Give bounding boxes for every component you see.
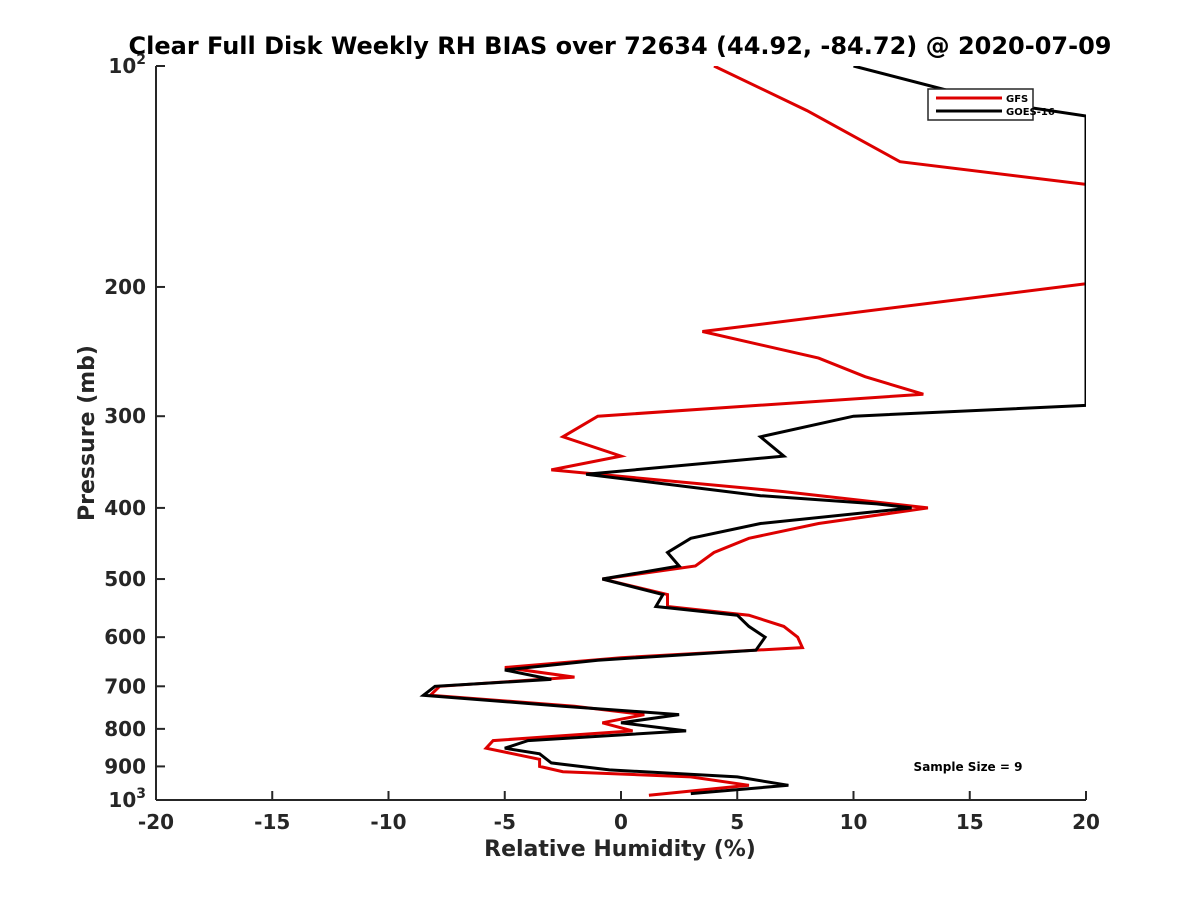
legend-label-gfs: GFS bbox=[1006, 94, 1028, 105]
y-axis-label: Pressure (mb) bbox=[75, 345, 100, 521]
chart-title: Clear Full Disk Weekly RH BIAS over 7263… bbox=[129, 32, 1112, 60]
x-tick-label: -5 bbox=[494, 810, 516, 834]
x-tick-label: -15 bbox=[254, 810, 290, 834]
legend-label-goes-16: GOES-16 bbox=[1006, 107, 1055, 118]
x-tick-label: -20 bbox=[138, 810, 174, 834]
x-axis-label: Relative Humidity (%) bbox=[484, 837, 756, 862]
series-line-gfs bbox=[426, 66, 1086, 797]
plot-area: -20 -15 -10 -5 0 5 10 15 20 102 200 300 400 500 600 700… bbox=[104, 52, 1100, 834]
legend-box bbox=[927, 88, 1034, 121]
series-group bbox=[419, 66, 1086, 797]
y-tick-label: 200 bbox=[104, 275, 146, 299]
x-tick-label: 20 bbox=[1072, 810, 1100, 834]
y-tick-label: 400 bbox=[104, 496, 146, 520]
axes: -20 -15 -10 -5 0 5 10 15 20 102 200 300 400 500 600 700… bbox=[104, 52, 1100, 834]
y-tick-label: 800 bbox=[104, 717, 146, 741]
x-tick-label: 5 bbox=[730, 810, 744, 834]
x-tick-label: 10 bbox=[840, 810, 868, 834]
x-tick-label: -10 bbox=[370, 810, 406, 834]
y-tick-label: 300 bbox=[104, 404, 146, 428]
y-tick-label: 102 bbox=[108, 52, 146, 78]
legend: GFS GOES-16 bbox=[927, 88, 1055, 121]
y-tick-label: 900 bbox=[104, 754, 146, 778]
y-tick-label: 700 bbox=[104, 674, 146, 698]
y-tick-label: 500 bbox=[104, 567, 146, 591]
sample-size-annotation: Sample Size = 9 bbox=[914, 760, 1023, 774]
y-tick-label: 600 bbox=[104, 625, 146, 649]
x-tick-label: 15 bbox=[956, 810, 984, 834]
series-line-goes-16 bbox=[419, 66, 1086, 796]
x-tick-label: 0 bbox=[614, 810, 628, 834]
y-tick-label: 103 bbox=[108, 786, 146, 812]
